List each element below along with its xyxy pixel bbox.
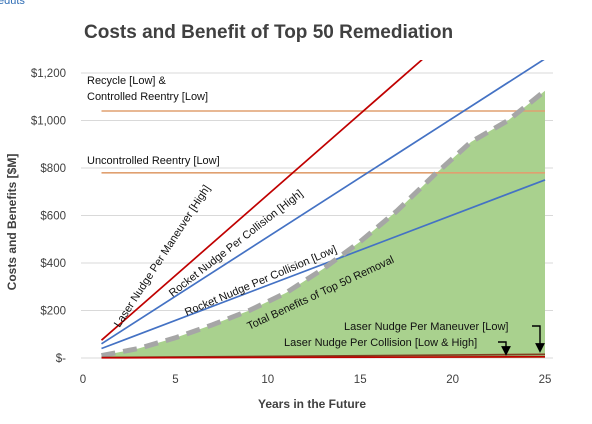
y-tick-label: $1,000 — [31, 116, 66, 128]
x-tick-label: 20 — [446, 374, 459, 386]
y-tick-label: $600 — [40, 211, 66, 223]
y-tick-label: $200 — [40, 306, 66, 318]
annotation-laser-low: Laser Nudge Per Maneuver [Low] — [344, 321, 508, 333]
series-line-layer — [100, 60, 547, 359]
series-line-total-benefits-of-top-50-removal — [101, 88, 547, 359]
chart-title: Costs and Benefit of Top 50 Remediation — [84, 22, 453, 43]
x-axis-title: Years in the Future — [258, 397, 366, 411]
x-tick-labels: 0 5 10 15 20 25 — [80, 374, 552, 386]
x-tick-label: 10 — [261, 374, 274, 386]
gridlines — [81, 72, 553, 359]
x-tick-label: 5 — [172, 374, 178, 386]
annotation-recycle-line2: Controlled Reentry [Low] — [87, 91, 208, 103]
x-tick-label: 15 — [354, 374, 367, 386]
annotation-laser-collision: Laser Nudge Per Collision [Low & High] — [284, 337, 477, 349]
y-tick-label: $400 — [40, 258, 66, 270]
series-line-rocket-nudge-per-collision-high — [101, 60, 545, 345]
annotation-laser-collision-arrow — [498, 341, 511, 356]
y-tick-label: $800 — [40, 163, 66, 175]
y-tick-labels: $- $200 $400 $600 $800 $1,000 $1,200 — [31, 68, 66, 365]
y-axis-title: Costs and Benefits [$M] — [5, 154, 19, 291]
annotation-recycle-line1: Recycle [Low] & — [87, 75, 167, 87]
annotation-rocket-high: Rocket Nudge Per Collision [High] — [167, 188, 305, 300]
series-line-rocket-nudge-per-collision-low — [101, 179, 546, 350]
y-tick-label: $1,200 — [31, 68, 66, 80]
series-line-laser-nudge-per-maneuver-high — [100, 60, 423, 341]
benefit-area-layer — [101, 90, 545, 359]
series-line-laser-nudge-per-collision-low-high — [101, 355, 546, 359]
cut-off-text: eduts — [0, 0, 25, 7]
annotation-laser-low-arrow — [532, 325, 545, 353]
y-tick-label: $- — [56, 353, 66, 365]
x-tick-label: 25 — [539, 374, 552, 386]
series-area-total-benefits-of-top-50-removal — [101, 90, 545, 359]
annotation-uncontrolled: Uncontrolled Reentry [Low] — [87, 155, 220, 167]
x-tick-label: 0 — [80, 374, 86, 386]
